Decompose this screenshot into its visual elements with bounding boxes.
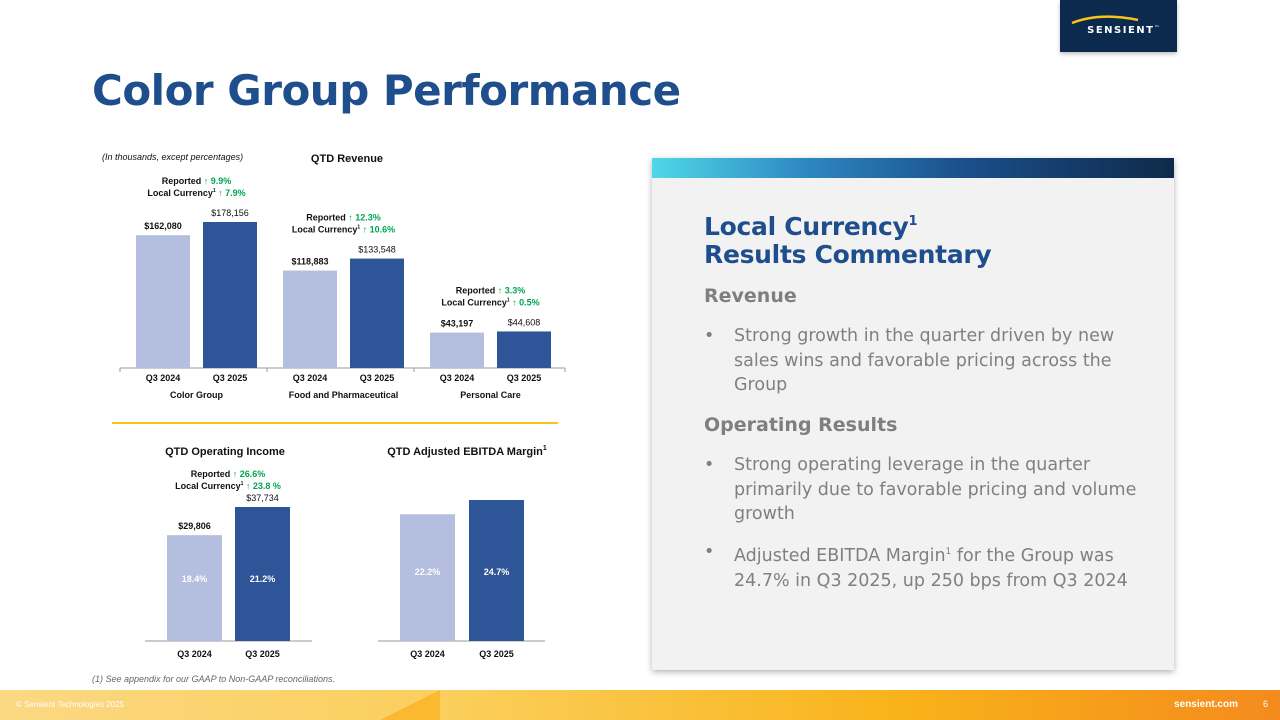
ebitda-bar: [469, 500, 524, 641]
bar-period-label: Q3 2024: [410, 649, 445, 659]
revenue-bar: [430, 332, 484, 368]
operating-results-heading: Operating Results: [704, 414, 898, 436]
operating-income-bar: [167, 535, 222, 641]
copyright: © Sensient Technologies 2025: [16, 700, 125, 709]
page-title: Color Group Performance: [92, 66, 681, 115]
ebitda-chart-title: QTD Adjusted EBITDA Margin1: [387, 445, 547, 458]
footer-bar: © Sensient Technologies 2025 sensient.co…: [0, 690, 1280, 720]
revenue-bar-value: $162,080: [144, 221, 182, 231]
revenue-bar: [350, 258, 404, 368]
segment-label: Food and Pharmaceutical: [289, 390, 399, 400]
revenue-bar: [203, 222, 257, 368]
bar-period-label: Q3 2024: [177, 649, 212, 659]
revenue-chart: (In thousands, except percentages) QTD Re…: [102, 152, 566, 400]
logo-swoosh-icon: [1071, 15, 1139, 25]
revenue-bar: [136, 235, 190, 368]
revenue-heading: Revenue: [704, 285, 797, 307]
local-currency-growth-label: Local Currency1 ↑ 0.5%: [441, 297, 539, 307]
operating-bullet: • Strong operating leverage in the quarte…: [704, 455, 1137, 524]
site-link[interactable]: sensient.com: [1174, 699, 1238, 710]
ebitda-value-label: 22.2%: [415, 567, 441, 577]
operating-margin-label: 18.4%: [182, 574, 208, 584]
bar-period-label: Q3 2025: [213, 373, 248, 383]
ebitda-margin-chart: QTD Adjusted EBITDA Margin1 22.2% Q3 2024 2…: [378, 445, 547, 659]
revenue-bullet: • Strong growth in the quarter driven by …: [704, 326, 1115, 395]
revenue-bar: [497, 331, 551, 368]
bar-period-label: Q3 2025: [507, 373, 542, 383]
revenue-bar: [283, 270, 337, 368]
revenue-bar-value: $178,156: [211, 208, 249, 218]
sensient-logo: SENSIENT™: [1060, 0, 1177, 52]
bar-period-label: Q3 2025: [360, 373, 395, 383]
page-number: 6: [1262, 699, 1268, 709]
bar-period-label: Q3 2024: [440, 373, 475, 383]
segment-label: Color Group: [170, 390, 223, 400]
revenue-bar-value: $43,197: [441, 319, 474, 329]
bar-period-label: Q3 2025: [479, 649, 514, 659]
reported-growth-label: Reported ↑ 26.6%: [191, 469, 266, 479]
operating-income-title: QTD Operating Income: [165, 446, 285, 458]
commentary-heading: Local Currency1 Results Commentary: [704, 212, 992, 269]
logo-text: SENSIENT™: [1087, 25, 1161, 36]
operating-income-value: $29,806: [178, 521, 211, 531]
revenue-bar-value: $133,548: [358, 245, 396, 255]
revenue-bar-value: $44,608: [508, 317, 541, 327]
local-currency-growth-label: Local Currency1 ↑ 10.6%: [292, 225, 395, 235]
commentary-panel: Local Currency1 Results Commentary Reven…: [652, 158, 1174, 670]
reported-growth-label: Reported ↑ 9.9%: [162, 176, 232, 186]
footnote: (1) See appendix for our GAAP to Non-GAA…: [92, 674, 335, 684]
local-currency-growth-label: Local Currency1 ↑ 7.9%: [147, 188, 245, 198]
reported-growth-label: Reported ↑ 12.3%: [306, 213, 381, 223]
ebitda-bullet: • Adjusted EBITDA Margin1 for the Group w…: [704, 542, 1128, 591]
panel-gradient-strip: [652, 158, 1174, 178]
bar-period-label: Q3 2024: [293, 373, 328, 383]
revenue-bar-value: $118,883: [291, 257, 328, 267]
bar-period-label: Q3 2025: [245, 649, 280, 659]
operating-income-value: $37,734: [246, 493, 279, 503]
bar-period-label: Q3 2024: [146, 373, 181, 383]
units-note: (In thousands, except percentages): [102, 152, 243, 162]
reported-growth-label: Reported ↑ 3.3%: [456, 285, 526, 295]
operating-income-chart: QTD Operating Income Reported ↑ 26.6% Loca…: [145, 446, 312, 659]
revenue-chart-title: QTD Revenue: [311, 153, 383, 165]
charts-area: (In thousands, except percentages) QTD Re…: [102, 152, 566, 659]
segment-label: Personal Care: [460, 390, 521, 400]
local-currency-growth-label: Local Currency1 ↑ 23.8 %: [175, 481, 281, 491]
ebitda-bar: [400, 514, 455, 641]
footer-wedge: [380, 690, 440, 720]
operating-income-bar: [235, 507, 290, 641]
operating-margin-label: 21.2%: [250, 574, 276, 584]
ebitda-value-label: 24.7%: [484, 567, 510, 577]
